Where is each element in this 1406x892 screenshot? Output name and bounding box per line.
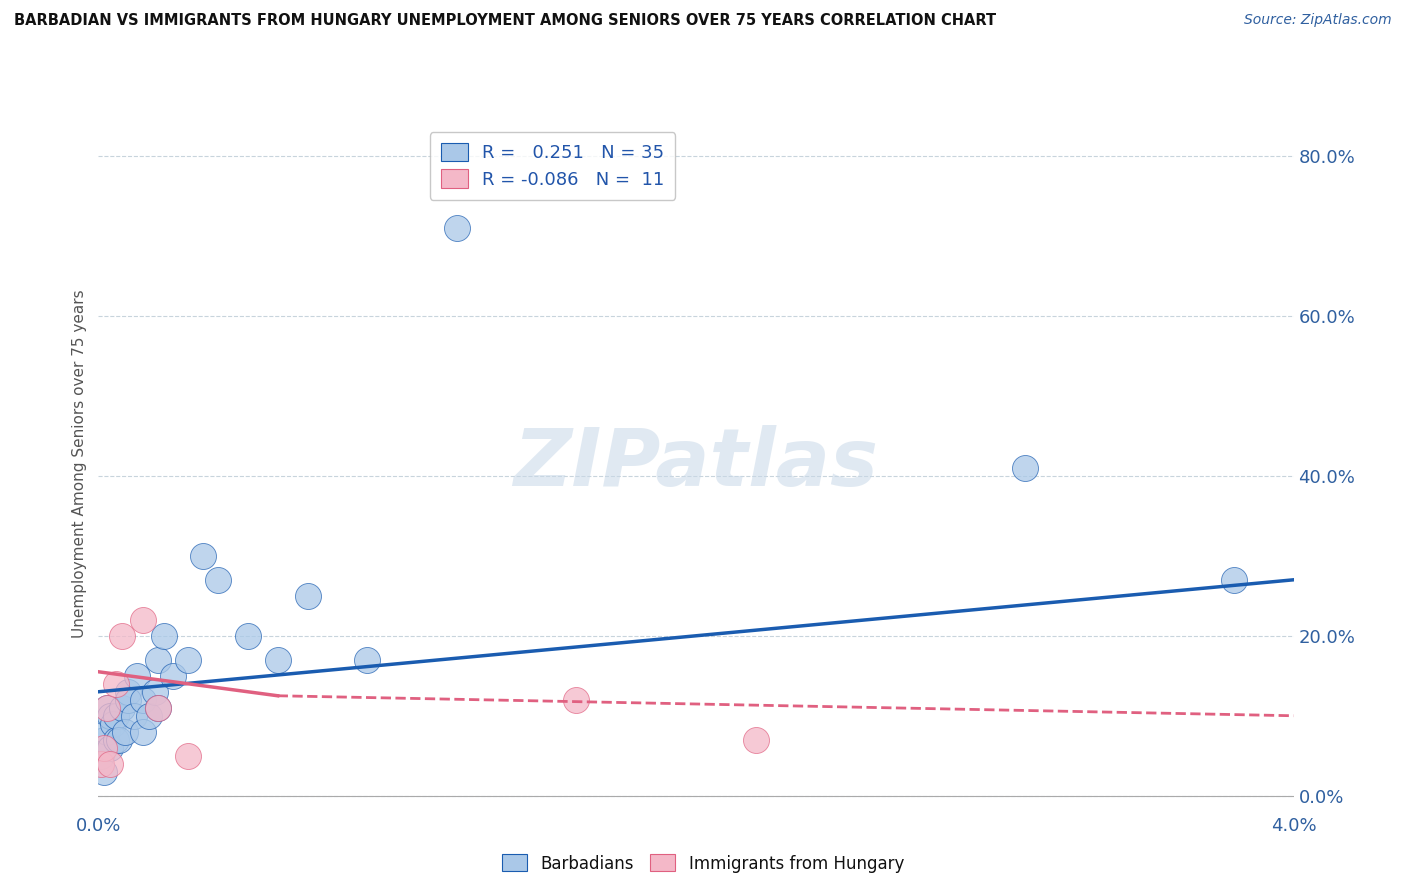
Point — [153, 629, 176, 643]
Point — [96, 700, 118, 714]
Point — [98, 740, 122, 755]
Point — [132, 724, 155, 739]
Point — [565, 692, 588, 706]
Point — [148, 653, 170, 667]
Point — [105, 677, 128, 691]
Point — [138, 708, 160, 723]
Legend: Barbadians, Immigrants from Hungary: Barbadians, Immigrants from Hungary — [495, 847, 911, 880]
Legend: R =   0.251   N = 35, R = -0.086   N =  11: R = 0.251 N = 35, R = -0.086 N = 11 — [430, 132, 675, 200]
Point — [127, 669, 149, 683]
Point — [96, 724, 118, 739]
Point — [745, 732, 768, 747]
Point — [1222, 573, 1246, 587]
Point — [143, 685, 166, 699]
Point — [297, 589, 319, 603]
Point — [90, 748, 112, 763]
Point — [98, 708, 122, 723]
Point — [117, 685, 139, 699]
Point — [117, 692, 139, 706]
Point — [108, 732, 131, 747]
Point — [114, 724, 136, 739]
Text: BARBADIAN VS IMMIGRANTS FROM HUNGARY UNEMPLOYMENT AMONG SENIORS OVER 75 YEARS CO: BARBADIAN VS IMMIGRANTS FROM HUNGARY UNE… — [14, 13, 997, 29]
Point — [356, 653, 378, 667]
Point — [191, 549, 214, 563]
Point — [177, 748, 200, 763]
Point — [96, 700, 118, 714]
Point — [236, 629, 259, 643]
Point — [162, 669, 184, 683]
Point — [111, 629, 134, 643]
Point — [103, 716, 125, 731]
Point — [132, 613, 155, 627]
Point — [111, 700, 134, 714]
Point — [124, 708, 146, 723]
Point — [1014, 460, 1036, 475]
Text: Source: ZipAtlas.com: Source: ZipAtlas.com — [1244, 13, 1392, 28]
Point — [93, 764, 115, 779]
Point — [93, 732, 115, 747]
Point — [98, 756, 122, 771]
Point — [207, 573, 229, 587]
Point — [90, 756, 112, 771]
Point — [105, 708, 128, 723]
Point — [177, 653, 200, 667]
Text: ZIPatlas: ZIPatlas — [513, 425, 879, 503]
Point — [105, 732, 128, 747]
Point — [267, 653, 290, 667]
Point — [148, 700, 170, 714]
Point — [446, 221, 468, 235]
Point — [132, 692, 155, 706]
Y-axis label: Unemployment Among Seniors over 75 years: Unemployment Among Seniors over 75 years — [72, 290, 87, 638]
Point — [93, 740, 115, 755]
Point — [148, 700, 170, 714]
